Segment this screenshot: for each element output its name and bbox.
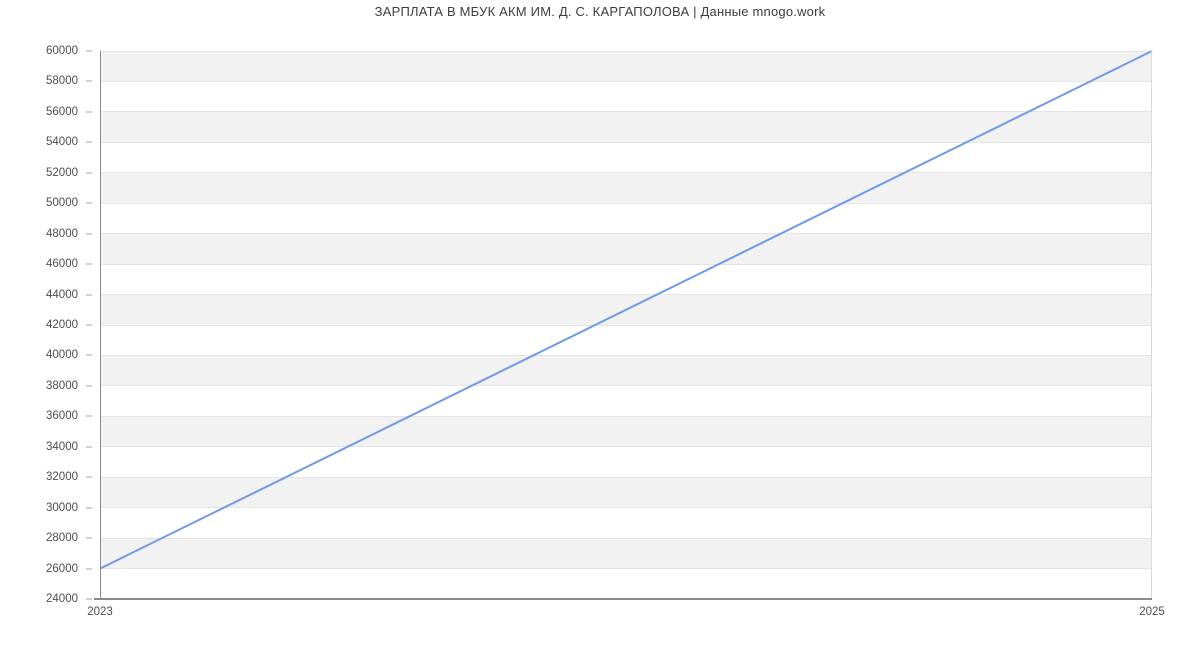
y-tick-label: 26000 (46, 562, 78, 575)
y-tick-label: 60000 (46, 45, 78, 57)
y-tick-label: 40000 (46, 349, 78, 362)
y-tick-mark (86, 537, 92, 539)
y-tick-label: 32000 (46, 471, 78, 484)
y-tick-label: 24000 (46, 593, 78, 605)
y-tick-label: 48000 (46, 227, 78, 240)
y-tick-label: 30000 (46, 501, 78, 514)
background-stripe (100, 142, 1152, 173)
background-stripe (100, 233, 1152, 265)
y-tick-label: 34000 (46, 440, 78, 453)
background-stripe (100, 568, 1152, 599)
y-tick-label: 50000 (46, 197, 78, 210)
background-stripe (100, 355, 1152, 386)
background-stripe (100, 446, 1152, 478)
y-tick-label: 58000 (46, 75, 78, 88)
y-tick-label: 28000 (46, 532, 78, 545)
y-tick-mark (86, 111, 92, 113)
background-stripe (100, 385, 1152, 417)
y-tick-mark (86, 263, 92, 265)
background-stripe (100, 51, 1152, 82)
y-tick-mark (86, 476, 92, 478)
x-tick-label: 2025 (1139, 606, 1165, 618)
background-stripe (100, 538, 1152, 569)
x-axis-line (94, 598, 1152, 600)
gridline (100, 141, 1152, 143)
gridline (100, 568, 1152, 570)
x-axis-labels: 2023 2025 (87, 606, 1165, 626)
gridline (100, 507, 1152, 509)
gridline (100, 354, 1152, 356)
y-tick-label: 42000 (46, 319, 78, 331)
gridline (100, 415, 1152, 417)
background-stripe (100, 172, 1152, 204)
gridline (100, 324, 1152, 326)
y-tick-mark (86, 80, 92, 82)
gridline (100, 80, 1152, 82)
x-tick-label: 2023 (87, 606, 113, 618)
background-stripe (100, 81, 1152, 112)
y-tick-label: 36000 (46, 410, 78, 423)
y-tick-label: 56000 (46, 105, 78, 118)
y-tick-label: 54000 (46, 136, 78, 149)
gridline (100, 537, 1152, 539)
background-stripe (100, 203, 1152, 234)
y-axis-line (100, 51, 101, 599)
y-tick-mark (86, 354, 92, 356)
gridline (100, 476, 1152, 478)
y-tick-label: 46000 (46, 258, 78, 271)
chart-title: ЗАРПЛАТА В МБУК АКМ ИМ. Д. С. КАРГАПОЛОВ… (374, 4, 826, 19)
y-tick-mark (86, 233, 92, 235)
gridline (100, 385, 1152, 387)
y-tick-label: 52000 (46, 166, 78, 179)
y-tick-label: 38000 (46, 379, 78, 392)
plot-area (100, 50, 1152, 600)
y-tick-mark (86, 202, 92, 204)
y-tick-mark (86, 294, 92, 296)
y-tick-mark (86, 415, 92, 417)
y-tick-mark (86, 507, 92, 509)
gridline (100, 50, 1152, 52)
y-tick-mark (86, 598, 92, 600)
y-axis-labels: 60000 58000 56000 54000 52000 50000 48000 46000… (0, 45, 92, 605)
background-stripe (100, 264, 1152, 295)
background-stripe (100, 325, 1152, 356)
y-tick-mark (86, 50, 92, 52)
gridline (100, 202, 1152, 204)
y-tick-mark (86, 385, 92, 387)
y-tick-mark (86, 446, 92, 448)
gridline (100, 294, 1152, 296)
y-tick-mark (86, 141, 92, 143)
gridline (100, 233, 1152, 235)
background-stripe (100, 507, 1152, 539)
salary-trend-line (100, 51, 1152, 569)
y-tick-mark (86, 172, 92, 174)
y-tick-mark (86, 324, 92, 326)
background-stripe (100, 416, 1152, 447)
y-tick-label: 44000 (46, 288, 78, 301)
gridline (100, 172, 1152, 174)
plot-right-border (1151, 51, 1152, 599)
gridline (100, 263, 1152, 265)
y-tick-mark (86, 568, 92, 570)
salary-series-line (100, 51, 1152, 599)
gridline (100, 111, 1152, 113)
gridline (100, 446, 1152, 448)
